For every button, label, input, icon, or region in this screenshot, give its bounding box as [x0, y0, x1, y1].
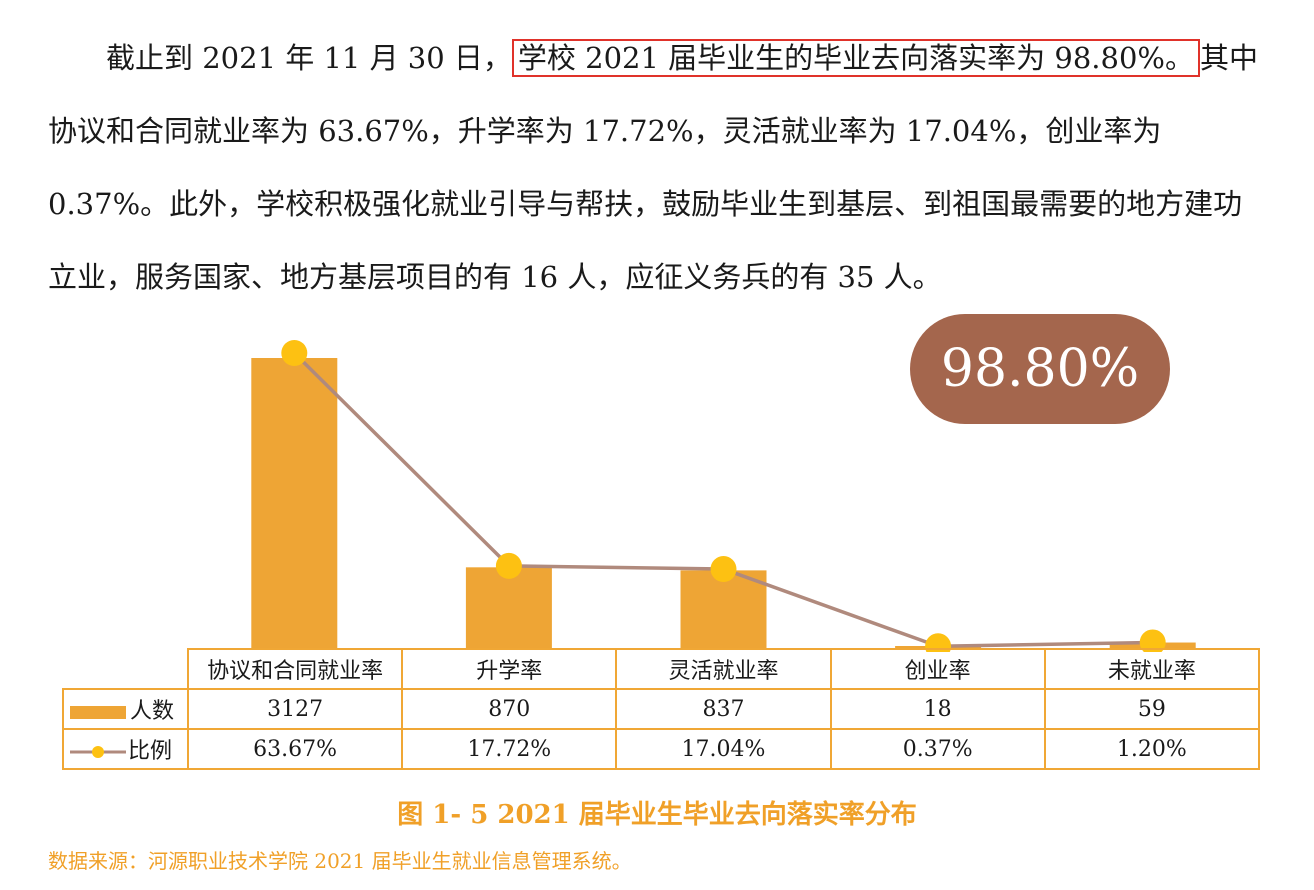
paragraph-part1: 截止到 2021 年 11 月 30 日， [106, 41, 512, 75]
ratio-point-5 [1139, 629, 1166, 652]
ratio-point-4 [925, 633, 952, 652]
intro-paragraph: 截止到 2021 年 11 月 30 日， 学校 2021 届毕业生的毕业去向落实… [48, 22, 1270, 314]
highlighted-rate-sentence: 学校 2021 届毕业生的毕业去向落实率为 98.80%。 [511, 39, 1200, 77]
chart-data-table: 协议和合同就业率 升学率 灵活就业率 创业率 未就业率 人数 3127 870 … [62, 648, 1261, 770]
legend-ratio: 比例 [62, 728, 189, 770]
count-value: 18 [829, 688, 1046, 730]
ratio-value: 63.67% [186, 728, 404, 770]
legend-line-swatch [70, 746, 126, 758]
ratio-point-2 [495, 552, 522, 579]
count-row: 人数 3127 870 837 18 59 [62, 688, 1261, 730]
bar-2 [465, 567, 552, 648]
count-value: 3127 [186, 688, 404, 730]
count-value: 870 [401, 688, 618, 730]
overall-rate-badge: 98.80% [910, 314, 1170, 424]
ratio-value: 0.37% [829, 728, 1046, 770]
ratio-point-1 [281, 340, 308, 366]
bar-3 [680, 570, 767, 648]
category-label: 未就业率 [1043, 648, 1261, 690]
count-value: 837 [615, 688, 832, 730]
category-label: 创业率 [829, 648, 1046, 690]
ratio-point-3 [710, 556, 737, 583]
category-label: 协议和合同就业率 [186, 648, 404, 690]
ratio-value: 17.72% [401, 728, 618, 770]
paragraph-part2: 其中协议和合同就业率为 63.67%，升学率为 17.72%，灵活就业率为 17… [48, 41, 1258, 294]
ratio-value: 1.20% [1043, 728, 1261, 770]
legend-count: 人数 [62, 688, 189, 730]
figure-caption: 图 1- 5 2021 届毕业生毕业去向落实率分布 [397, 800, 917, 830]
category-label: 升学率 [401, 648, 618, 690]
bar-1 [251, 358, 338, 648]
ratio-value: 17.04% [615, 728, 832, 770]
category-row: 协议和合同就业率 升学率 灵活就业率 创业率 未就业率 [63, 648, 1261, 690]
data-source-note: 数据来源：河源职业技术学院 2021 届毕业生就业信息管理系统。 [48, 849, 632, 873]
ratio-row: 比例 63.67% 17.72% 17.04% 0.37% 1.20% [62, 728, 1261, 770]
legend-count-label: 人数 [130, 699, 175, 724]
count-value: 59 [1043, 688, 1261, 730]
graduate-destination-chart [251, 340, 1196, 652]
table-corner [63, 649, 188, 689]
category-label: 灵活就业率 [615, 648, 832, 690]
legend-bar-swatch [70, 705, 126, 719]
legend-ratio-label: 比例 [128, 739, 173, 764]
